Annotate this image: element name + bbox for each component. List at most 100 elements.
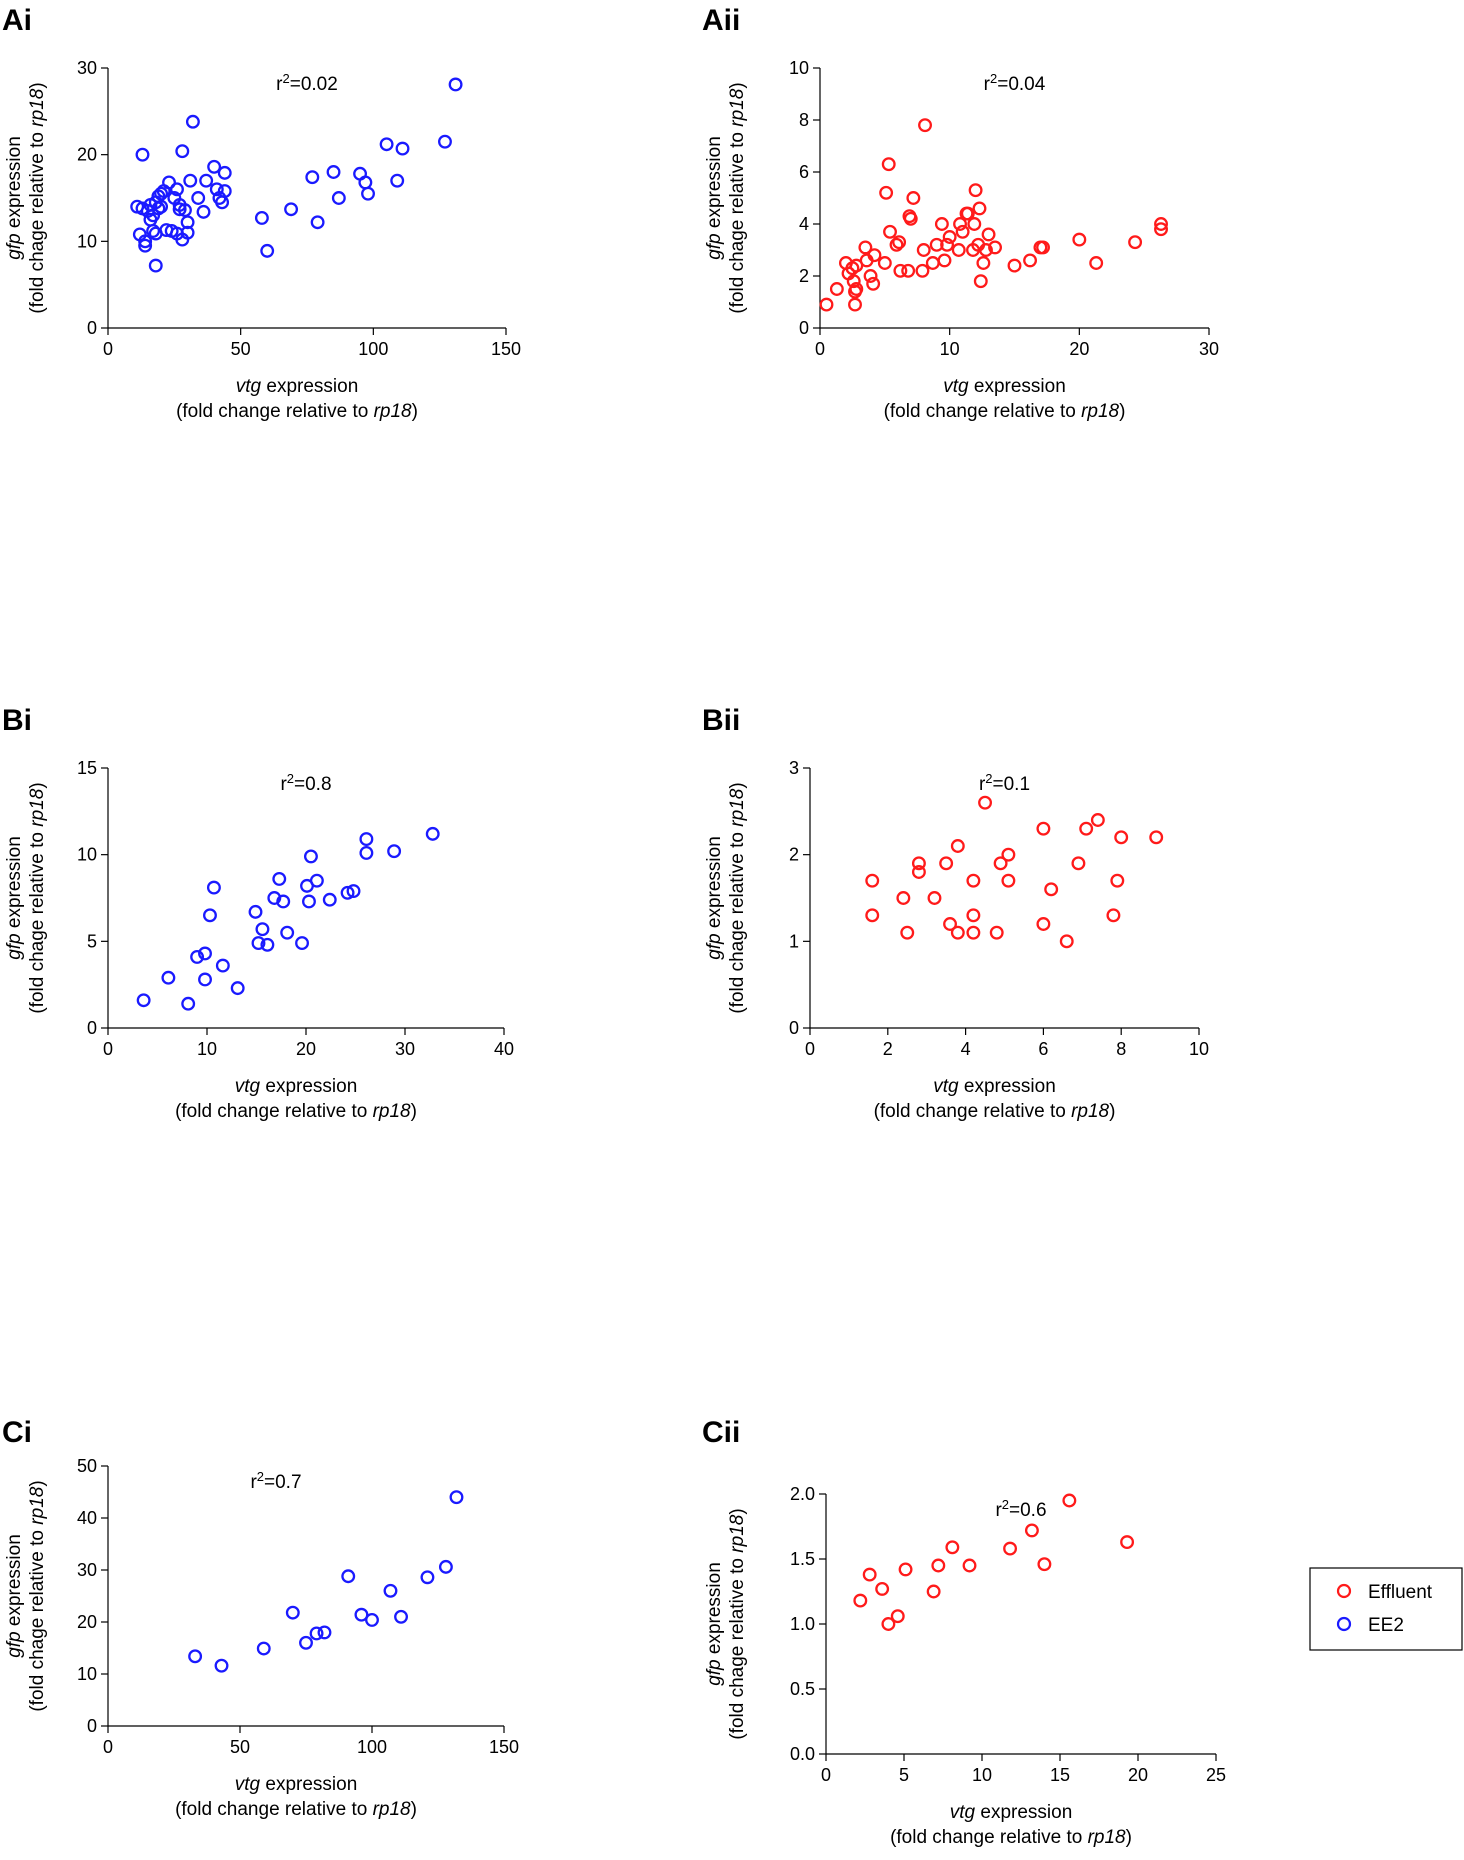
data-point [181,996,196,1011]
y-tick-label: 0.0 [790,1744,815,1764]
data-point [1036,917,1051,931]
data-point [198,972,212,987]
y-tick-label: 10 [77,1664,97,1684]
data-point [255,922,270,937]
y-tick-label: 10 [789,58,809,78]
data-point [309,1626,324,1641]
data-point [295,936,309,951]
x-axis-subtitle: (fold change relative to rp18) [884,401,1126,422]
y-tick-label: 30 [77,58,97,78]
x-tick-label: 50 [231,339,251,359]
panel-cii: Cii 0 5 10 15 20 25 0.0 0.5 1.0 1.5 2.0 r2=0.6 vtg ex… [702,1416,1226,1848]
x-tick-label: 150 [491,339,521,359]
y-tick-label: 10 [77,845,97,865]
x-tick-label: 0 [103,1737,113,1757]
legend-marker-ee2 [1336,1616,1352,1632]
data-point [309,873,324,888]
x-tick-label: 2 [883,1039,893,1059]
data-point [390,173,405,188]
data-point [1059,934,1074,949]
data-point [929,237,944,252]
data-point [1106,908,1121,923]
legend-marker-effluent [1336,1583,1352,1599]
data-point [966,908,981,923]
data-point [953,217,967,231]
data-point [926,1584,941,1599]
legend-label-ee2: EE2 [1368,1615,1404,1636]
data-point [1120,1535,1135,1550]
data-point [209,182,224,197]
y-tick-label: 5 [87,931,97,951]
data-point [981,227,996,242]
data-point [901,263,916,278]
x-tick-label: 25 [1206,1765,1226,1785]
panel-bii: Bii 0 2 4 6 8 10 0 1 2 3 r2=0.1 vtg expression (fold … [702,704,1209,1122]
x-axis-subtitle: (fold change relative to rp18) [176,401,418,422]
data-point [993,856,1008,871]
data-point [848,297,862,312]
data-point [1072,232,1087,247]
data-point [1154,222,1168,237]
panel-label: Aii [702,4,740,37]
data-point [299,1635,313,1650]
y-tick-label: 0 [87,318,97,338]
data-point [1128,235,1143,250]
data-point [962,1558,977,1573]
y-tick-label: 0.5 [790,1679,815,1699]
data-point [331,191,346,205]
data-point [934,217,949,231]
data-point [135,147,150,162]
data-point [198,946,212,961]
data-point [889,237,904,252]
data-point [1044,882,1059,897]
x-tick-label: 20 [1069,339,1089,359]
x-tick-label: 30 [1199,339,1219,359]
data-point [950,839,965,853]
data-point [945,1540,960,1555]
data-point [853,1593,868,1608]
y-axis-title: gfp expression [704,136,725,260]
x-tick-label: 0 [103,339,113,359]
data-point [394,1609,408,1624]
data-point [915,263,930,278]
data-point [939,856,954,871]
x-tick-label: 0 [821,1765,831,1785]
y-axis-subtitle: (fold chage relative to rp18) [27,782,48,1013]
data-point [862,1567,877,1582]
data-point [1007,258,1022,273]
y-tick-label: 6 [799,162,809,182]
data-point [162,175,176,190]
data-point [207,159,222,174]
y-tick-label: 1.0 [790,1614,815,1634]
r-squared-label: r2=0.1 [979,771,1030,796]
data-point [280,925,295,940]
r-squared-label: r2=0.7 [250,1469,301,1494]
x-tick-label: 100 [357,1737,387,1757]
data-point [136,993,151,1008]
x-axis-title: vtg expression [950,1802,1073,1823]
data-point [346,884,361,899]
x-axis-subtitle: (fold change relative to rp18) [890,1827,1132,1848]
data-point [943,917,957,931]
y-axis-title: gfp expression [4,836,25,960]
data-point [1071,856,1086,871]
data-point [1090,813,1105,827]
y-tick-label: 20 [77,1612,97,1632]
data-point [438,134,452,149]
data-point [146,223,161,238]
data-point [438,1559,453,1574]
data-point [863,269,878,283]
y-axis-subtitle: (fold chage relative to rp18) [27,1480,48,1711]
x-tick-label: 15 [1050,1765,1070,1785]
data-point [425,826,440,841]
data-point [940,237,955,252]
data-point [254,210,269,225]
data-point [865,908,880,923]
panel-label: Ai [2,4,32,37]
data-point [881,157,896,172]
data-point [916,243,931,257]
panel-label: Ci [2,1416,32,1449]
data-point [976,256,991,270]
y-tick-label: 0 [789,1018,799,1038]
x-tick-label: 4 [961,1039,971,1059]
